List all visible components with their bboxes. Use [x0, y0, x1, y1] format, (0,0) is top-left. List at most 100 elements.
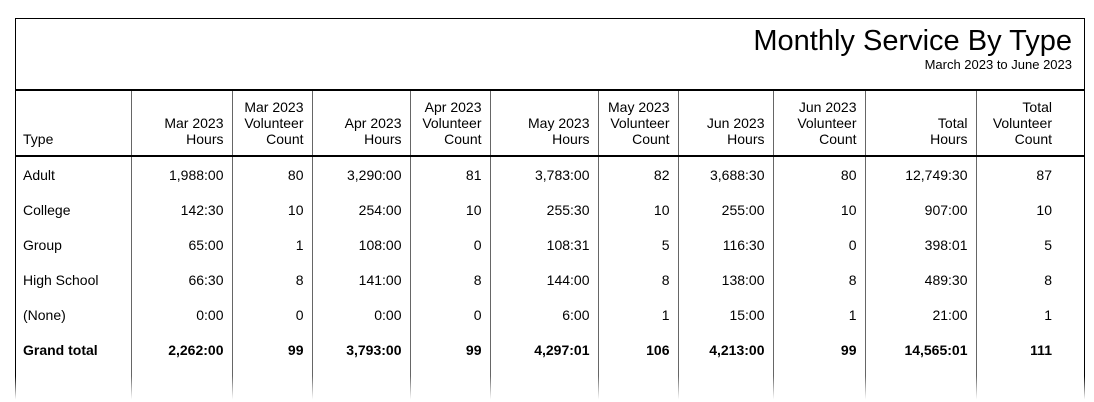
cell: 10	[772, 192, 865, 227]
cell: 0	[409, 227, 490, 262]
empty-cell	[409, 367, 490, 402]
title-block: Monthly Service By Type March 2023 to Ju…	[16, 24, 1084, 91]
cell: 14,565:01	[864, 332, 976, 367]
cell: 10	[975, 192, 1084, 227]
cell: 99	[772, 332, 865, 367]
cell: 82	[597, 156, 678, 192]
cell: 3,783:00	[489, 156, 598, 192]
table-header: Type Mar 2023 Hours Mar 2023 Volunteer Cou…	[16, 91, 1084, 157]
cell: 138:00	[677, 262, 773, 297]
cell: 4,213:00	[677, 332, 773, 367]
cell: 254:00	[311, 192, 410, 227]
empty-cell	[489, 367, 598, 402]
column-header: Apr 2023 Hours	[311, 91, 410, 157]
column-header: May 2023 Volunteer Count	[597, 91, 678, 157]
cell: 907:00	[864, 192, 976, 227]
cell: 3,688:30	[677, 156, 773, 192]
cell: 489:30	[864, 262, 976, 297]
cell: 6:00	[489, 297, 598, 332]
cell: 0:00	[130, 297, 232, 332]
table-row: High School 66:30 8 141:00 8 144:00 8 138:00 8 48…	[16, 262, 1084, 297]
cell: 66:30	[130, 262, 232, 297]
header-row: Type Mar 2023 Hours Mar 2023 Volunteer Cou…	[16, 91, 1084, 157]
column-header: Type	[16, 91, 131, 157]
cell: 99	[231, 332, 312, 367]
report: Monthly Service By Type March 2023 to Ju…	[15, 18, 1085, 402]
cell: 8	[409, 262, 490, 297]
cell: 1	[772, 297, 865, 332]
cell: 2,262:00	[130, 332, 232, 367]
cell: 8	[231, 262, 312, 297]
cell: 87	[975, 156, 1084, 192]
cell: 10	[597, 192, 678, 227]
cell: 1,988:00	[130, 156, 232, 192]
empty-cell	[311, 367, 410, 402]
table-row: College 142:30 10 254:00 10 255:30 10 255:00 10 9…	[16, 192, 1084, 227]
cell: 108:00	[311, 227, 410, 262]
cell: 3,290:00	[311, 156, 410, 192]
cell: 111	[975, 332, 1084, 367]
cell: 0	[772, 227, 865, 262]
cell: 8	[975, 262, 1084, 297]
row-label: Grand total	[23, 341, 98, 358]
cell: 1	[597, 297, 678, 332]
cell: 141:00	[311, 262, 410, 297]
table-row: Group 65:00 1 108:00 0 108:31 5 116:30 0 398:01 5	[16, 227, 1084, 262]
column-header: Mar 2023 Volunteer Count	[231, 91, 312, 157]
empty-cell	[16, 367, 131, 402]
column-header: Total Hours	[864, 91, 976, 157]
filler-row	[16, 367, 1084, 402]
empty-cell	[677, 367, 773, 402]
page-title: Monthly Service By Type	[753, 25, 1072, 57]
cell: 255:30	[489, 192, 598, 227]
empty-cell	[130, 367, 232, 402]
cell: 99	[409, 332, 490, 367]
cell: 5	[975, 227, 1084, 262]
row-label: College	[23, 201, 71, 218]
row-label: (None)	[23, 306, 66, 323]
cell: 255:00	[677, 192, 773, 227]
cell: 12,749:30	[864, 156, 976, 192]
cell: 65:00	[130, 227, 232, 262]
empty-cell	[864, 367, 976, 402]
cell: 80	[772, 156, 865, 192]
column-header: Apr 2023 Volunteer Count	[409, 91, 490, 157]
cell: 1	[231, 227, 312, 262]
cell: 21:00	[864, 297, 976, 332]
empty-cell	[597, 367, 678, 402]
cell: 10	[231, 192, 312, 227]
cell: 5	[597, 227, 678, 262]
cell: 8	[772, 262, 865, 297]
empty-cell	[231, 367, 312, 402]
service-by-type-table: Type Mar 2023 Hours Mar 2023 Volunteer Cou…	[16, 91, 1084, 402]
page-subtitle: March 2023 to June 2023	[924, 57, 1072, 72]
row-label: High School	[23, 271, 99, 288]
cell: 81	[409, 156, 490, 192]
cell: 80	[231, 156, 312, 192]
table-body: Adult 1,988:00 80 3,290:00 81 3,783:00 82 3,688…	[16, 156, 1084, 402]
grand-total-row: Grand total 2,262:00 99 3,793:00 99 4,297:01 1…	[16, 332, 1084, 367]
table-row: Adult 1,988:00 80 3,290:00 81 3,783:00 82 3,688…	[16, 156, 1084, 192]
row-label: Adult	[23, 166, 55, 183]
cell: 108:31	[489, 227, 598, 262]
column-header: Mar 2023 Hours	[130, 91, 232, 157]
cell: 10	[409, 192, 490, 227]
cell: 144:00	[489, 262, 598, 297]
cell: 116:30	[677, 227, 773, 262]
column-header: Jun 2023 Hours	[677, 91, 773, 157]
cell: 3,793:00	[311, 332, 410, 367]
table-row: (None) 0:00 0 0:00 0 6:00 1 15:00 1 21:00 1	[16, 297, 1084, 332]
empty-cell	[772, 367, 865, 402]
cell: 142:30	[130, 192, 232, 227]
empty-cell	[975, 367, 1084, 402]
cell: 106	[597, 332, 678, 367]
cell: 0	[409, 297, 490, 332]
column-header: May 2023 Hours	[489, 91, 598, 157]
cell: 1	[975, 297, 1084, 332]
column-header: Jun 2023 Volunteer Count	[772, 91, 865, 157]
cell: 398:01	[864, 227, 976, 262]
cell: 8	[597, 262, 678, 297]
row-label: Group	[23, 236, 62, 253]
cell: 15:00	[677, 297, 773, 332]
